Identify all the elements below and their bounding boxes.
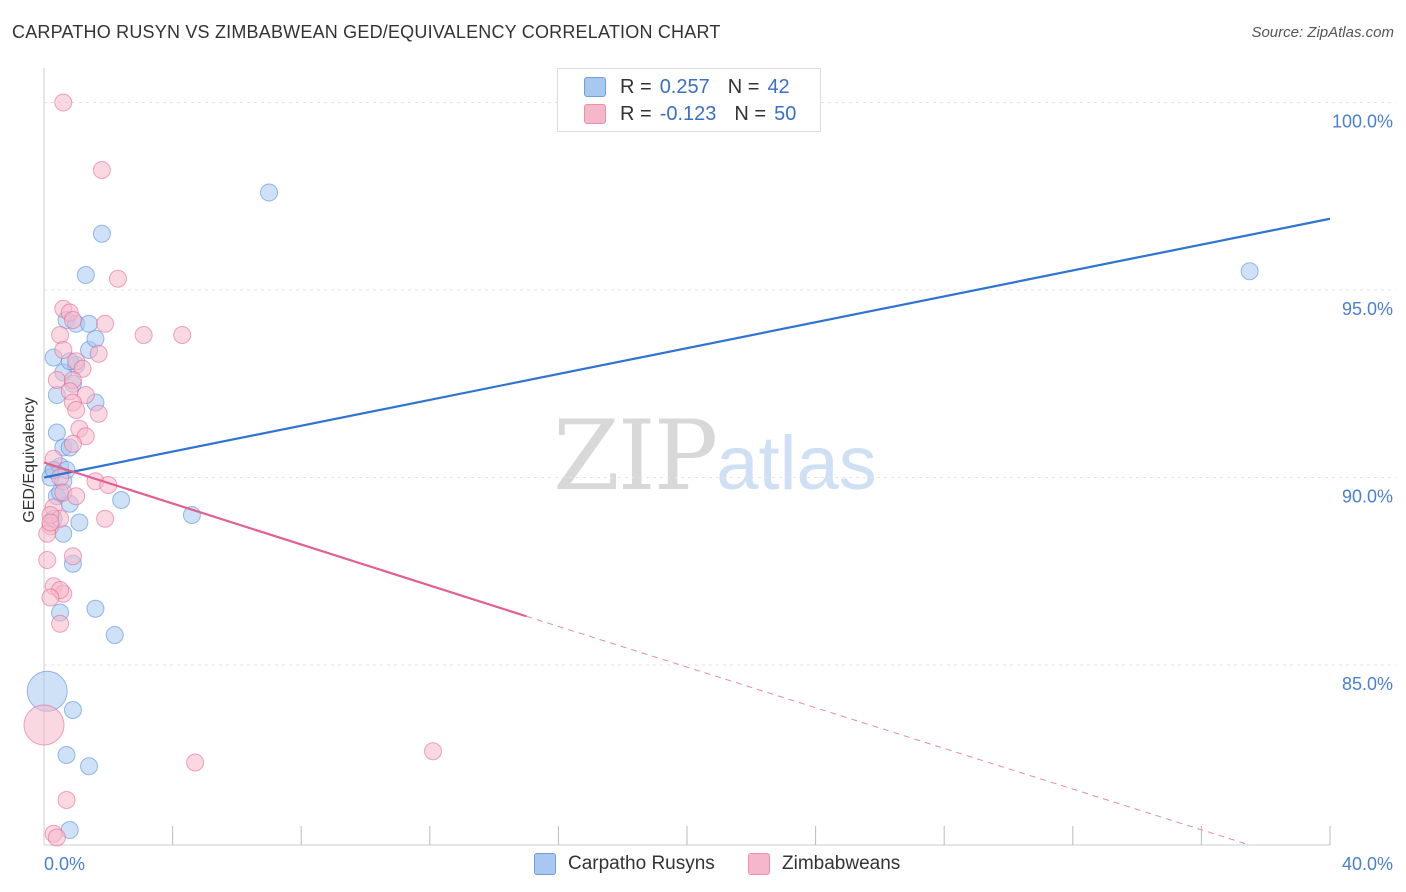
- gridlines: [44, 102, 1396, 666]
- point-zimbabwean: [134, 326, 153, 344]
- point-zimbabwean: [173, 326, 192, 344]
- legend-r-value: 0.257: [659, 75, 710, 98]
- point-carpatho-rusyn: [112, 491, 131, 509]
- point-carpatho-rusyn: [47, 423, 66, 442]
- legend-row-carpatho: R = 0.257 N = 42: [584, 75, 790, 99]
- point-zimbabwean: [89, 404, 108, 423]
- point-zimbabwean: [63, 311, 82, 329]
- point-carpatho-rusyn: [80, 314, 99, 333]
- bottom-legend-swatch-zimbabwe: [748, 853, 770, 875]
- point-zimbabwean: [47, 828, 66, 847]
- point-zimbabwean: [96, 314, 115, 333]
- legend-r-label: R =: [620, 75, 652, 98]
- point-zimbabwean: [424, 742, 443, 761]
- watermark-atlas: atlas: [716, 421, 877, 506]
- point-zimbabwean: [63, 547, 82, 566]
- point-zimbabwean: [38, 551, 57, 569]
- stats-legend: R = 0.257 N = 42 R = -0.123 N = 50: [557, 68, 821, 132]
- point-zimbabwean: [186, 753, 205, 772]
- point-zimbabwean: [67, 487, 86, 506]
- legend-r-value: -0.123: [659, 102, 717, 125]
- x-tick-label: 40.0%: [1342, 854, 1393, 874]
- point-zimbabwean: [54, 93, 73, 112]
- legend-swatch-zimbabwe: [584, 104, 606, 124]
- point-zimbabwean: [89, 344, 108, 363]
- bottom-legend-carpatho: Carpatho Rusyns: [534, 852, 715, 876]
- point-zimbabwean: [67, 401, 86, 419]
- point-carpatho-rusyn: [92, 224, 111, 243]
- point-carpatho-rusyn: [76, 266, 95, 284]
- point-zimbabwean: [41, 513, 60, 532]
- point-carpatho-rusyn: [63, 701, 82, 719]
- point-zimbabwean: [57, 791, 76, 809]
- y-tick-label: 95.0%: [1342, 299, 1393, 319]
- bottom-legend-swatch-carpatho: [534, 853, 556, 875]
- y-axis-title: GED/Equivalency: [21, 397, 38, 522]
- point-carpatho-rusyn: [260, 183, 279, 202]
- point-zimbabwean: [96, 509, 115, 528]
- legend-r-label: R =: [620, 102, 652, 125]
- legend-n-label: N =: [727, 75, 760, 98]
- point-carpatho-rusyn: [57, 746, 76, 764]
- y-tick-label: 90.0%: [1342, 487, 1393, 507]
- legend-n-label: N =: [734, 102, 767, 125]
- source-label: Source: ZipAtlas.com: [1251, 24, 1394, 41]
- axis-labels: 100.0% 95.0% 90.0% 85.0% 0.0% 40.0% GED/Equiva…: [21, 112, 1393, 875]
- point-zimbabwean: [51, 614, 70, 633]
- point-zimbabwean: [54, 341, 73, 359]
- watermark-zip: ZIP: [553, 400, 718, 512]
- trend-line-zimbabwe-extrapolated: [526, 615, 1250, 846]
- watermark: ZIPatlas: [553, 400, 877, 512]
- point-zimbabwean: [44, 449, 63, 468]
- point-zimbabwean: [23, 704, 65, 746]
- point-zimbabwean: [92, 161, 111, 179]
- y-tick-label: 85.0%: [1342, 674, 1393, 694]
- bottom-legend-label-zimbabwe: Zimbabweans: [782, 853, 901, 874]
- point-zimbabwean: [41, 588, 60, 607]
- point-carpatho-rusyn: [1240, 262, 1259, 281]
- point-zimbabwean: [63, 434, 82, 453]
- trend-line-zimbabwe: [43, 461, 527, 618]
- point-carpatho-rusyn: [86, 329, 105, 348]
- axes: [43, 68, 1331, 846]
- point-zimbabwean: [51, 468, 70, 487]
- point-zimbabwean: [108, 269, 127, 288]
- chart-title: CARPATHO RUSYN VS ZIMBABWEAN GED/EQUIVAL…: [12, 22, 721, 42]
- legend-row-zimbabwe: R = -0.123 N = 50: [584, 102, 796, 126]
- trend-line-carpatho: [43, 217, 1331, 479]
- point-zimbabwean: [51, 326, 70, 344]
- point-carpatho-rusyn: [70, 513, 89, 532]
- bottom-legend-zimbabwe: Zimbabweans: [748, 852, 900, 876]
- point-carpatho-rusyn: [86, 599, 105, 618]
- point-carpatho-rusyn: [80, 757, 99, 776]
- trend-lines: [43, 217, 1331, 846]
- y-tick-label: 100.0%: [1332, 112, 1393, 132]
- legend-swatch-carpatho: [584, 77, 606, 97]
- bottom-legend-label-carpatho: Carpatho Rusyns: [568, 853, 715, 874]
- x-tick-label: 0.0%: [44, 854, 85, 874]
- legend-n-value: 50: [774, 102, 797, 125]
- legend-n-value: 42: [767, 75, 790, 98]
- data-points: [23, 93, 1259, 847]
- point-carpatho-rusyn: [105, 626, 124, 644]
